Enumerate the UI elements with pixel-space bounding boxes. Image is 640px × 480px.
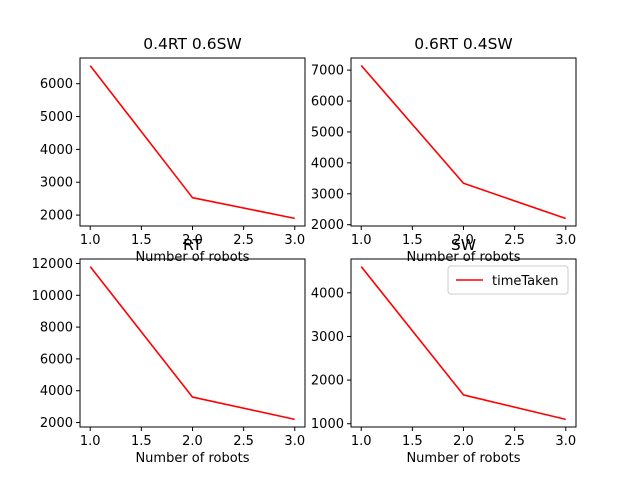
chart-title: 0.6RT 0.4SW [414,35,513,53]
x-tick-label: 2.5 [504,434,525,449]
y-tick-label: 2000 [311,218,344,233]
subplot-1: 1.0 1.5 2.0 2.5 3.0 2000 3000 4000 5000 6000 0.4RT… [40,35,306,265]
x-tick-label: 1.0 [351,233,372,248]
x-axis-label: Number of robots [135,250,249,265]
series-line-3-1 [89,266,295,421]
x-tick-label: 2.0 [453,434,474,449]
x-tick-label: 1.0 [80,233,101,248]
legend-box [447,265,569,295]
x-axis-label: Number of robots [406,451,520,466]
x-tick-label: 1.5 [402,434,423,449]
y-tick-label: 3000 [311,187,344,202]
y-tick-label: 6000 [40,352,73,367]
x-axis-label: Number of robots [135,451,249,466]
x-tick-label: 2.5 [504,233,525,248]
x-tick-label: 1.0 [351,434,372,449]
x-tick-label: 2.5 [233,233,254,248]
subplot-3: 1.0 1.5 2.0 2.5 3.0 2000 4000 6000 8000 10000 1200… [32,236,306,466]
y-tick-label: 4000 [40,384,73,399]
x-tick-label: 1.0 [80,434,101,449]
y-tick-label: 7000 [311,64,344,79]
y-tick-label: 5000 [40,110,73,125]
x-axis-label: Number of robots [406,250,520,265]
y-tick-label: 5000 [311,125,344,140]
subplot-4: 1.0 1.5 2.0 2.5 3.01000200030004000SWNumber … [311,236,577,466]
y-tick-label: 4000 [40,143,73,158]
x-tick-label: 3.0 [284,434,305,449]
series-line-2-1 [360,64,567,220]
y-tick-label: 6000 [40,77,73,92]
x-tick-label: 1.5 [402,233,423,248]
y-tick-label: 12000 [32,257,73,272]
x-tick-label: 3.0 [555,434,576,449]
series-line-1-1 [89,65,295,220]
x-tick-label: 3.0 [555,233,576,248]
y-tick-label: 4000 [311,156,344,171]
x-tick-label: 2.0 [182,434,203,449]
chart-title: RT [183,236,203,254]
legend: timeTaken [447,265,569,295]
y-tick-label: 3000 [40,176,73,191]
y-tick-label: 1000 [311,417,344,432]
y-tick-label: 6000 [311,95,344,110]
y-tick-label: 4000 [311,286,344,301]
series-line-4-1 [360,266,566,421]
x-tick-label: 1.5 [131,434,152,449]
x-tick-label: 3.0 [284,233,305,248]
x-tick-label: 1.5 [131,233,152,248]
chart-title: SW [451,236,476,254]
y-tick-label: 3000 [311,330,344,345]
x-tick-label: 2.5 [233,434,254,449]
y-tick-label: 2000 [40,209,73,224]
x-tick-label: 2.0 [453,233,474,248]
chart-title: 0.4RT 0.6SW [143,35,242,53]
subplot-2: 1.0 1.5 2.0 2.5 3.0 2000 3000 4000 5000 6000 7000 0… [311,35,577,265]
x-tick-label: 2.0 [182,233,203,248]
legend-label: timeTaken [492,274,558,289]
y-tick-label: 10000 [32,289,73,304]
y-tick-label: 8000 [40,321,73,336]
y-tick-label: 2000 [311,374,344,389]
y-tick-label: 2000 [40,416,73,431]
